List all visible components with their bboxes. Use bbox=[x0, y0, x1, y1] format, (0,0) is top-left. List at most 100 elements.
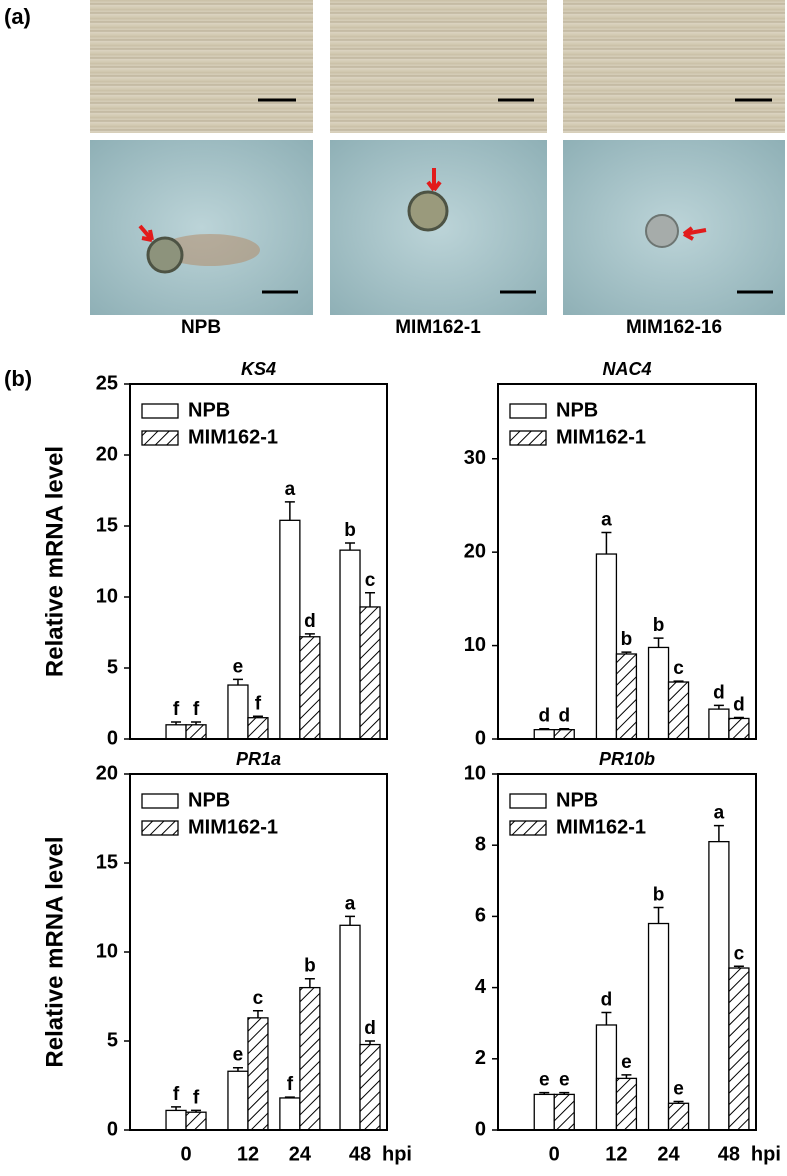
bar bbox=[533, 1093, 555, 1131]
legend-swatch bbox=[509, 403, 547, 419]
error-bar bbox=[621, 1074, 632, 1079]
significance-letter: d bbox=[713, 682, 725, 703]
legend-label: NPB bbox=[188, 789, 230, 811]
x-tick-label: 0 bbox=[549, 1143, 560, 1165]
significance-letter: f bbox=[193, 1087, 200, 1108]
panel-label: (a) bbox=[4, 4, 31, 29]
bar bbox=[595, 553, 618, 740]
significance-letter: a bbox=[345, 893, 356, 914]
stain bbox=[160, 234, 260, 266]
bar bbox=[227, 1070, 249, 1131]
error-bar bbox=[733, 716, 744, 719]
spore-images bbox=[90, 140, 785, 315]
error-bar bbox=[171, 721, 182, 725]
image bbox=[563, 0, 785, 133]
y-tick-label: 25 bbox=[96, 372, 118, 394]
bar bbox=[728, 967, 750, 1131]
bar bbox=[553, 729, 575, 740]
legend-label: NPB bbox=[188, 399, 230, 421]
x-tick-label: 12 bbox=[237, 1143, 259, 1165]
image bbox=[330, 0, 547, 133]
significance-letter: a bbox=[714, 803, 725, 824]
image bbox=[90, 0, 313, 133]
significance-letter: b bbox=[344, 520, 356, 541]
error-bar bbox=[601, 1011, 612, 1025]
bar bbox=[247, 1017, 269, 1131]
error-bar bbox=[232, 678, 243, 686]
significance-letter: c bbox=[253, 988, 264, 1009]
y-tick-label: 15 bbox=[96, 514, 118, 536]
legend-label: MIM162-1 bbox=[556, 426, 646, 448]
error-bar bbox=[621, 651, 632, 654]
significance-letter: d bbox=[364, 1018, 376, 1039]
bar bbox=[615, 1077, 638, 1131]
arrow bbox=[138, 224, 154, 242]
arrow bbox=[682, 226, 707, 241]
arrow bbox=[426, 168, 442, 192]
image-label: NPB bbox=[181, 317, 221, 338]
significance-letter: e bbox=[621, 1052, 632, 1073]
y-tick-label: 8 bbox=[475, 833, 486, 855]
significance-letter: c bbox=[673, 658, 684, 679]
error-bar bbox=[191, 721, 202, 725]
plot-frame bbox=[129, 383, 388, 740]
y-tick-label: 10 bbox=[96, 585, 118, 607]
bar bbox=[359, 606, 381, 740]
bar bbox=[667, 681, 690, 740]
bar bbox=[185, 724, 207, 740]
error-bar bbox=[673, 1100, 684, 1104]
error-bar bbox=[733, 965, 744, 969]
bar bbox=[339, 549, 361, 740]
bar bbox=[595, 1024, 618, 1131]
error-bar bbox=[304, 633, 315, 637]
y-tick-label: 0 bbox=[107, 1118, 118, 1140]
significance-letter: e bbox=[559, 1070, 570, 1091]
y-tick-label: 20 bbox=[96, 762, 118, 784]
error-bar bbox=[539, 1091, 550, 1095]
bar bbox=[279, 1097, 301, 1131]
significance-letter: b bbox=[653, 615, 665, 636]
plot-frame bbox=[497, 383, 757, 740]
bar bbox=[728, 717, 750, 740]
y-tick-label: 10 bbox=[464, 634, 486, 656]
bar bbox=[299, 986, 321, 1131]
legend-swatch bbox=[141, 430, 179, 446]
error-bar bbox=[284, 1096, 295, 1098]
x-tick-label: 24 bbox=[289, 1143, 312, 1165]
error-bar bbox=[232, 1066, 243, 1072]
y-tick-label: 20 bbox=[96, 443, 118, 465]
bar bbox=[165, 724, 187, 740]
chart-title: KS4 bbox=[241, 359, 276, 379]
significance-letter: b bbox=[304, 956, 316, 977]
error-bar bbox=[365, 1040, 376, 1045]
error-bar bbox=[252, 715, 263, 718]
error-bar bbox=[191, 1109, 202, 1113]
bar bbox=[647, 922, 670, 1131]
significance-letter: c bbox=[734, 943, 745, 964]
significance-letter: f bbox=[173, 699, 180, 720]
significance-letter: d bbox=[558, 706, 570, 727]
error-bar bbox=[559, 727, 570, 730]
bar bbox=[708, 708, 730, 740]
significance-letter: f bbox=[173, 1084, 180, 1105]
bar bbox=[279, 519, 301, 740]
leaf-images bbox=[90, 0, 785, 133]
legend-swatch bbox=[509, 820, 547, 836]
legend-swatch bbox=[509, 430, 547, 446]
y-axis-label: Relative mRNA level bbox=[41, 446, 68, 677]
significance-letter: b bbox=[653, 885, 665, 906]
legend-swatch bbox=[141, 793, 179, 809]
y-tick-label: 10 bbox=[464, 762, 486, 784]
plot-frame bbox=[497, 773, 757, 1131]
y-tick-label: 5 bbox=[107, 1029, 118, 1051]
error-bar bbox=[601, 531, 612, 555]
legend-label: NPB bbox=[556, 789, 598, 811]
legend-swatch bbox=[141, 820, 179, 836]
x-axis-label: hpi bbox=[382, 1143, 412, 1165]
error-bar bbox=[345, 542, 356, 551]
y-tick-label: 10 bbox=[96, 940, 118, 962]
bar bbox=[247, 717, 269, 740]
significance-letter: b bbox=[621, 629, 633, 650]
error-bar bbox=[284, 501, 295, 521]
bar bbox=[553, 1093, 575, 1131]
